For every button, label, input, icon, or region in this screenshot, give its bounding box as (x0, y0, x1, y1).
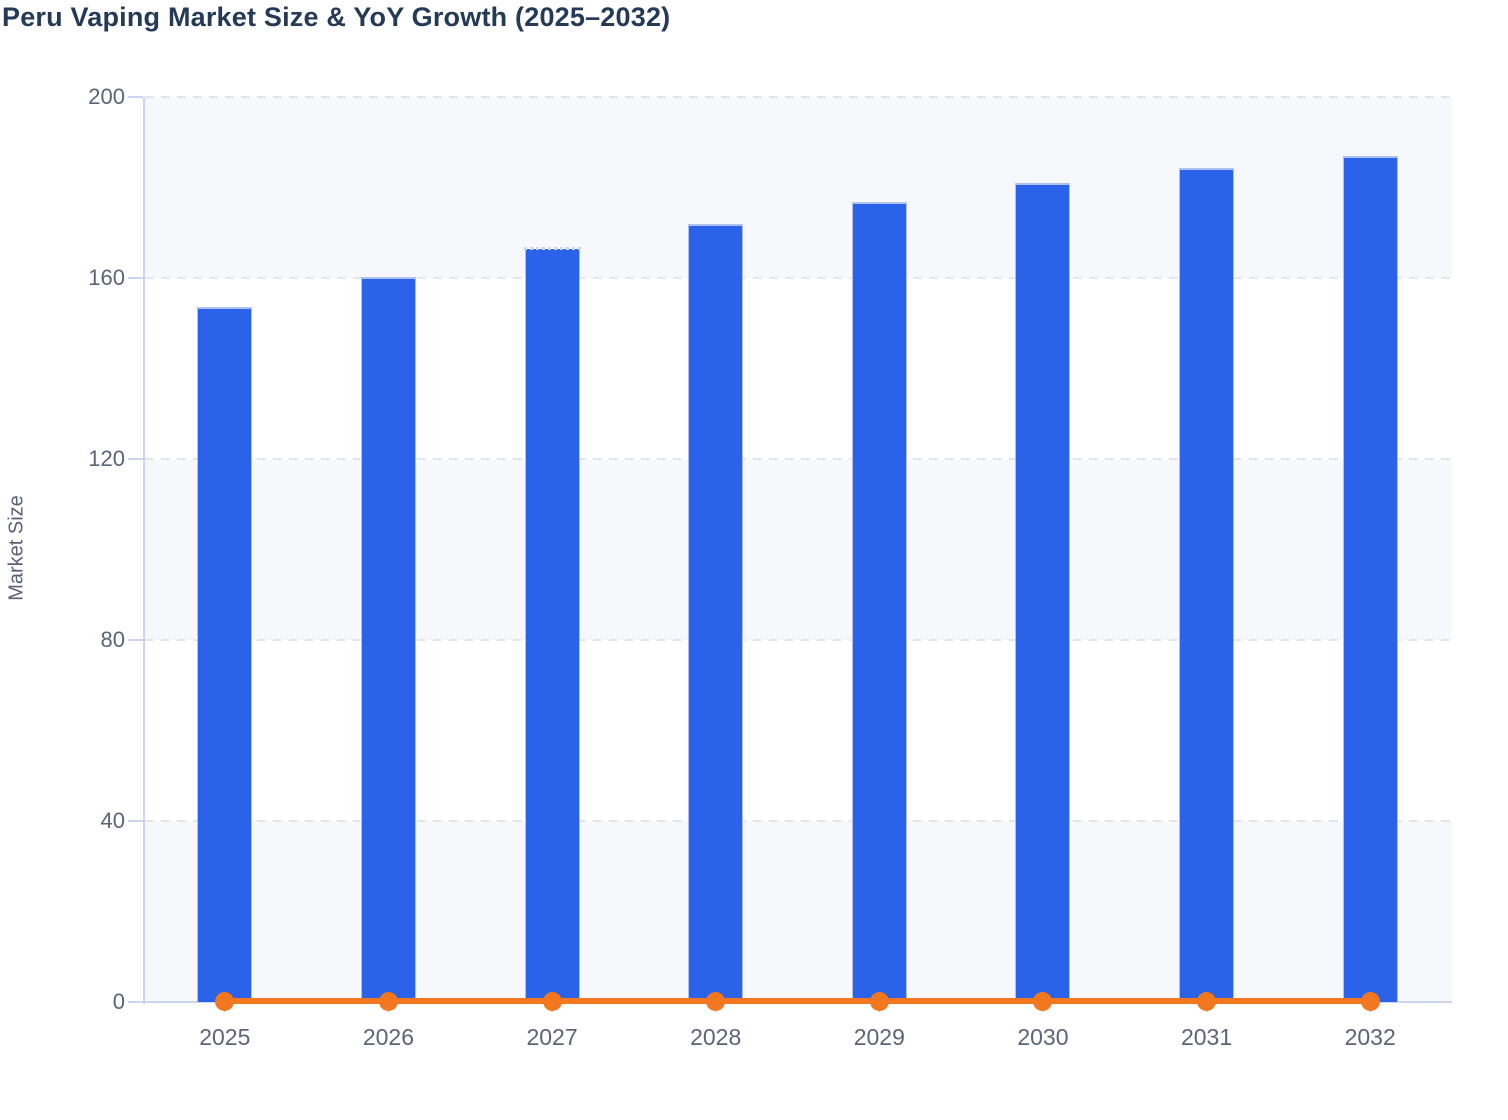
y-tick-label-80: 80 (100, 627, 125, 652)
yoy-point-2031[interactable] (1197, 991, 1217, 1011)
gridline-200 (145, 96, 1452, 98)
chart-title: Peru Vaping Market Size & YoY Growth (20… (2, 2, 671, 32)
y-axis-title: Market Size (5, 495, 28, 601)
gridline-80 (145, 639, 1452, 641)
y-tick-label-160: 160 (88, 265, 125, 290)
y-tick-label-200: 200 (88, 84, 125, 109)
y-tick-mark-80 (128, 639, 143, 641)
x-tick-label-2031: 2031 (1180, 1024, 1233, 1050)
y-tick-label-40: 40 (100, 808, 125, 833)
bar-2025[interactable] (197, 307, 253, 1002)
y-tick-mark-200 (128, 96, 143, 98)
gridline-40 (145, 820, 1452, 822)
plot-band (145, 278, 1452, 459)
yoy-point-2028[interactable] (706, 991, 726, 1011)
bar-2032[interactable] (1342, 155, 1398, 1002)
y-tick-mark-40 (128, 820, 143, 822)
yoy-point-2029[interactable] (869, 991, 889, 1011)
gridline-160 (145, 277, 1452, 279)
bar-2026[interactable] (360, 276, 416, 1002)
yoy-growth-line (224, 998, 1371, 1004)
bar-2029[interactable] (851, 201, 907, 1002)
yoy-point-2026[interactable] (378, 991, 398, 1011)
y-tick-mark-0 (128, 1001, 143, 1003)
x-tick-label-2029: 2029 (853, 1024, 905, 1050)
bar-2028[interactable] (688, 224, 744, 1002)
y-tick-label-0: 0 (112, 989, 125, 1014)
x-tick-label-2027: 2027 (526, 1024, 578, 1050)
x-tick-label-2025: 2025 (199, 1024, 251, 1050)
plot-band (145, 821, 1452, 1002)
plot-band (145, 97, 1452, 278)
forecast-dotted-cap (523, 246, 581, 250)
x-tick-label-2028: 2028 (690, 1024, 742, 1050)
x-tick-label-2026: 2026 (362, 1024, 415, 1050)
plot-band (145, 640, 1452, 821)
yoy-point-2032[interactable] (1360, 991, 1380, 1011)
bar-2031[interactable] (1179, 167, 1235, 1002)
y-tick-label-120: 120 (88, 446, 125, 471)
yoy-point-2025[interactable] (215, 991, 235, 1011)
y-tick-mark-160 (128, 277, 143, 279)
y-axis-line (143, 97, 145, 1004)
yoy-point-2030[interactable] (1033, 991, 1053, 1011)
bar-2030[interactable] (1015, 183, 1071, 1002)
x-tick-label-2030: 2030 (1017, 1024, 1069, 1050)
bar-2027[interactable] (523, 246, 581, 1002)
y-tick-mark-120 (128, 458, 143, 460)
x-tick-label-2032: 2032 (1344, 1024, 1396, 1050)
yoy-point-2027[interactable] (542, 991, 562, 1011)
gridline-120 (145, 458, 1452, 460)
plot-band (145, 459, 1452, 640)
